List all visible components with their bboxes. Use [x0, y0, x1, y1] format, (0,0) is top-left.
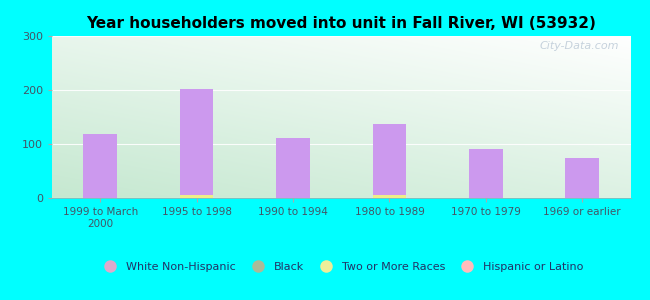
- Text: City-Data.com: City-Data.com: [540, 41, 619, 51]
- Bar: [276, 138, 310, 198]
- Bar: [180, 195, 213, 198]
- Title: Year householders moved into unit in Fall River, WI (53932): Year householders moved into unit in Fal…: [86, 16, 596, 31]
- Bar: [372, 124, 406, 198]
- Bar: [83, 134, 117, 198]
- Legend: White Non-Hispanic, Black, Two or More Races, Hispanic or Latino: White Non-Hispanic, Black, Two or More R…: [95, 258, 588, 277]
- Bar: [566, 158, 599, 198]
- Bar: [372, 195, 406, 198]
- Bar: [180, 89, 213, 198]
- Bar: [180, 195, 213, 198]
- Bar: [469, 149, 502, 198]
